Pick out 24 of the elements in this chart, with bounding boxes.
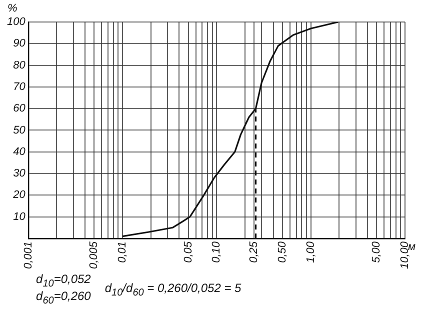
x-tick-label: 0,05 xyxy=(182,240,194,263)
x-tick-label: 0,50 xyxy=(276,240,289,263)
y-tick-label: 20 xyxy=(12,189,26,202)
text: d$_{60}$=0,260 xyxy=(36,289,91,307)
x-tick-label: 0,001 xyxy=(22,241,34,270)
x-axis-title: м xyxy=(408,241,416,254)
y-tick-label: 30 xyxy=(13,168,26,180)
y-tick-label: 50 xyxy=(13,124,26,136)
x-tick-label: 1,00 xyxy=(304,240,317,263)
y-tick-label: 60 xyxy=(13,102,26,115)
text: d$_{10}$=0,052 xyxy=(36,272,91,290)
text: d$_{10}$/d$_{60}$ = 0,260/0,052 = 5 xyxy=(104,280,242,298)
x-tick-label: 0,01 xyxy=(116,241,129,263)
y-tick-label: 90 xyxy=(13,38,26,50)
x-tick-label: 0,10 xyxy=(210,240,223,263)
y-tick-label: 40 xyxy=(13,146,26,158)
y-tick-label: 80 xyxy=(13,59,26,72)
y-tick-label: 100 xyxy=(6,16,26,28)
x-tick-label: 5,00 xyxy=(370,240,383,263)
y-tick-label: 70 xyxy=(13,81,26,94)
x-tick-label: 0,25 xyxy=(248,240,260,263)
x-tick-label: 0,005 xyxy=(88,240,100,270)
y-axis-title: % xyxy=(7,2,18,15)
y-tick-label: 10 xyxy=(13,210,26,223)
